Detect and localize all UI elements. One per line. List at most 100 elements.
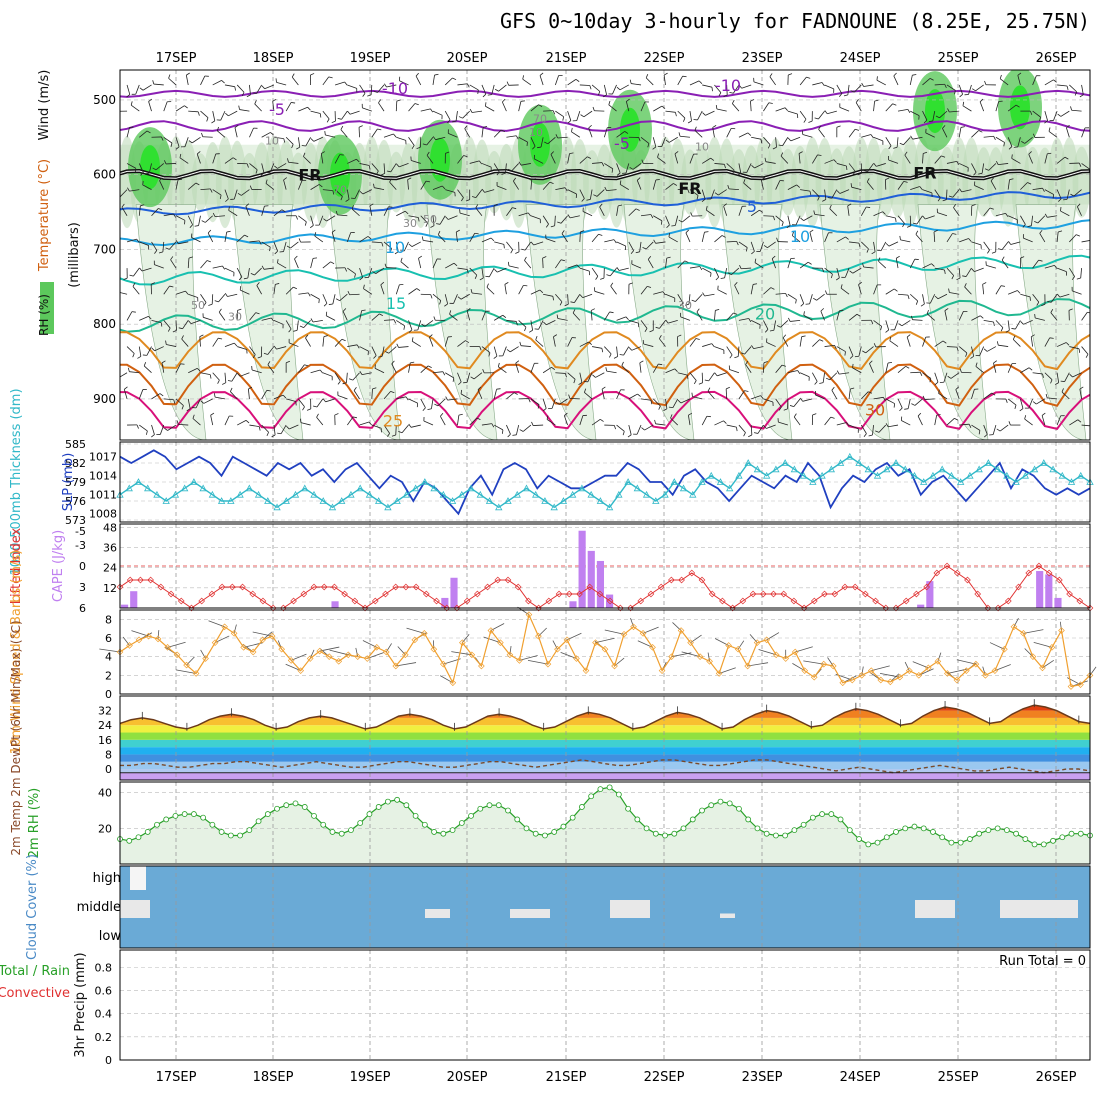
wind-barb-flag	[426, 151, 430, 156]
wind-marker	[848, 676, 856, 684]
wind-barb	[802, 134, 813, 138]
wind-marker	[782, 655, 790, 662]
wind-barb	[714, 310, 716, 321]
wind-barb-flag	[613, 356, 618, 359]
wind-barb	[852, 267, 862, 274]
wind-barb-flag	[555, 134, 558, 139]
wind-barb-flag	[194, 225, 199, 227]
wind-barb	[689, 189, 699, 196]
rh2m-line	[119, 786, 1091, 846]
wind-barb	[310, 293, 320, 300]
wind-barb	[190, 320, 201, 325]
wind-barb-flag	[678, 132, 681, 137]
wind-barb-flag	[1008, 421, 1011, 426]
wind-barb-flag	[391, 434, 396, 437]
wind-barb	[616, 389, 621, 400]
wind-barb-flag	[715, 276, 719, 281]
wind-barb-flag	[760, 139, 763, 144]
wind-barb	[618, 267, 629, 271]
wind-barb	[652, 179, 657, 190]
wind-barb	[778, 421, 788, 426]
wind-barb	[303, 156, 311, 164]
wind-barb	[542, 398, 547, 409]
wind-barb	[254, 267, 262, 276]
wind-barb	[469, 417, 478, 426]
wind-barb-flag	[1022, 224, 1026, 228]
wind-barb	[680, 398, 691, 404]
wind-barb	[571, 131, 581, 138]
wind-barb-flag	[917, 412, 922, 417]
wind-barb	[848, 424, 859, 430]
panel-frame	[119, 865, 1091, 949]
wind-barb	[1081, 346, 1089, 355]
wind-barb-flag	[530, 241, 534, 246]
wind-barb	[958, 84, 963, 95]
wind-barb-flag	[210, 412, 215, 416]
wind-barb-flag	[386, 170, 391, 173]
wind-barb-flag	[937, 197, 941, 202]
wind-barb	[359, 310, 363, 321]
rh-cell	[705, 136, 724, 228]
wind-barb-flag	[675, 112, 677, 117]
wind-barb-flag	[201, 132, 204, 137]
wind-barb	[839, 106, 850, 112]
wind-barb	[283, 241, 287, 252]
wind-barb-flag	[226, 230, 231, 233]
wind-barb	[187, 398, 191, 409]
wind-barb	[249, 163, 258, 171]
wind-barb	[506, 135, 517, 138]
lifted-marker	[341, 590, 348, 598]
wind-barb	[885, 215, 896, 219]
wind-barb	[885, 137, 892, 146]
wind-barb	[420, 108, 431, 112]
wind-barb	[141, 267, 152, 272]
wind-barb-flag	[809, 191, 812, 196]
wind-barb	[606, 370, 617, 374]
wind-barb	[876, 79, 886, 86]
slp-marker	[411, 484, 420, 492]
wind-marker	[278, 645, 285, 653]
rh2m-marker	[754, 825, 761, 832]
wind-barb-flag	[458, 413, 463, 416]
wind-barb	[909, 258, 916, 269]
wind-barb	[359, 267, 364, 278]
wind-barb-flag	[467, 83, 470, 88]
wind-barb-flag	[1076, 234, 1081, 237]
wind-barb-flag	[929, 78, 934, 81]
wind-barb	[313, 136, 324, 142]
surface-wind-barb	[707, 652, 711, 662]
wind-barb-flag	[812, 297, 817, 301]
wind-barb-flag	[479, 277, 484, 281]
wind-barb	[655, 241, 666, 244]
wind-barb	[848, 388, 851, 399]
wind-barb-flag	[203, 302, 207, 307]
wind-barb-flag	[907, 295, 910, 300]
wind-barb	[1032, 372, 1043, 375]
wind-barb	[261, 317, 272, 321]
wind-barb-flag	[425, 180, 431, 183]
wind-barb	[946, 418, 955, 426]
wind-barb-flag	[500, 129, 505, 132]
rh2m-marker	[930, 829, 936, 835]
wind-barb-flag	[830, 416, 835, 419]
wind-barb-flag	[652, 146, 657, 150]
wind-barb-flag	[559, 301, 563, 306]
wind-barb	[932, 111, 936, 122]
wind-barb-flag	[720, 277, 725, 279]
wind-barb-flag	[1050, 379, 1053, 384]
wind-barb-flag	[915, 300, 919, 305]
slp-marker	[596, 497, 605, 504]
wind-barb-flag	[178, 327, 183, 330]
wind-barb	[934, 267, 945, 271]
wind-barb	[925, 215, 935, 220]
y-axis-label: 10m Wind Speed & Barbs (m/s)	[9, 550, 24, 755]
wind-barb	[334, 372, 341, 382]
wind-barb-flag	[269, 247, 271, 252]
wind-barb-flag	[385, 351, 390, 354]
wind-barb-flag	[572, 309, 576, 314]
wind-barb	[616, 163, 621, 173]
wind-barb	[261, 424, 269, 433]
isotherm-line	[120, 254, 1090, 286]
wind-barb	[922, 336, 927, 347]
wind-barb	[988, 163, 997, 171]
